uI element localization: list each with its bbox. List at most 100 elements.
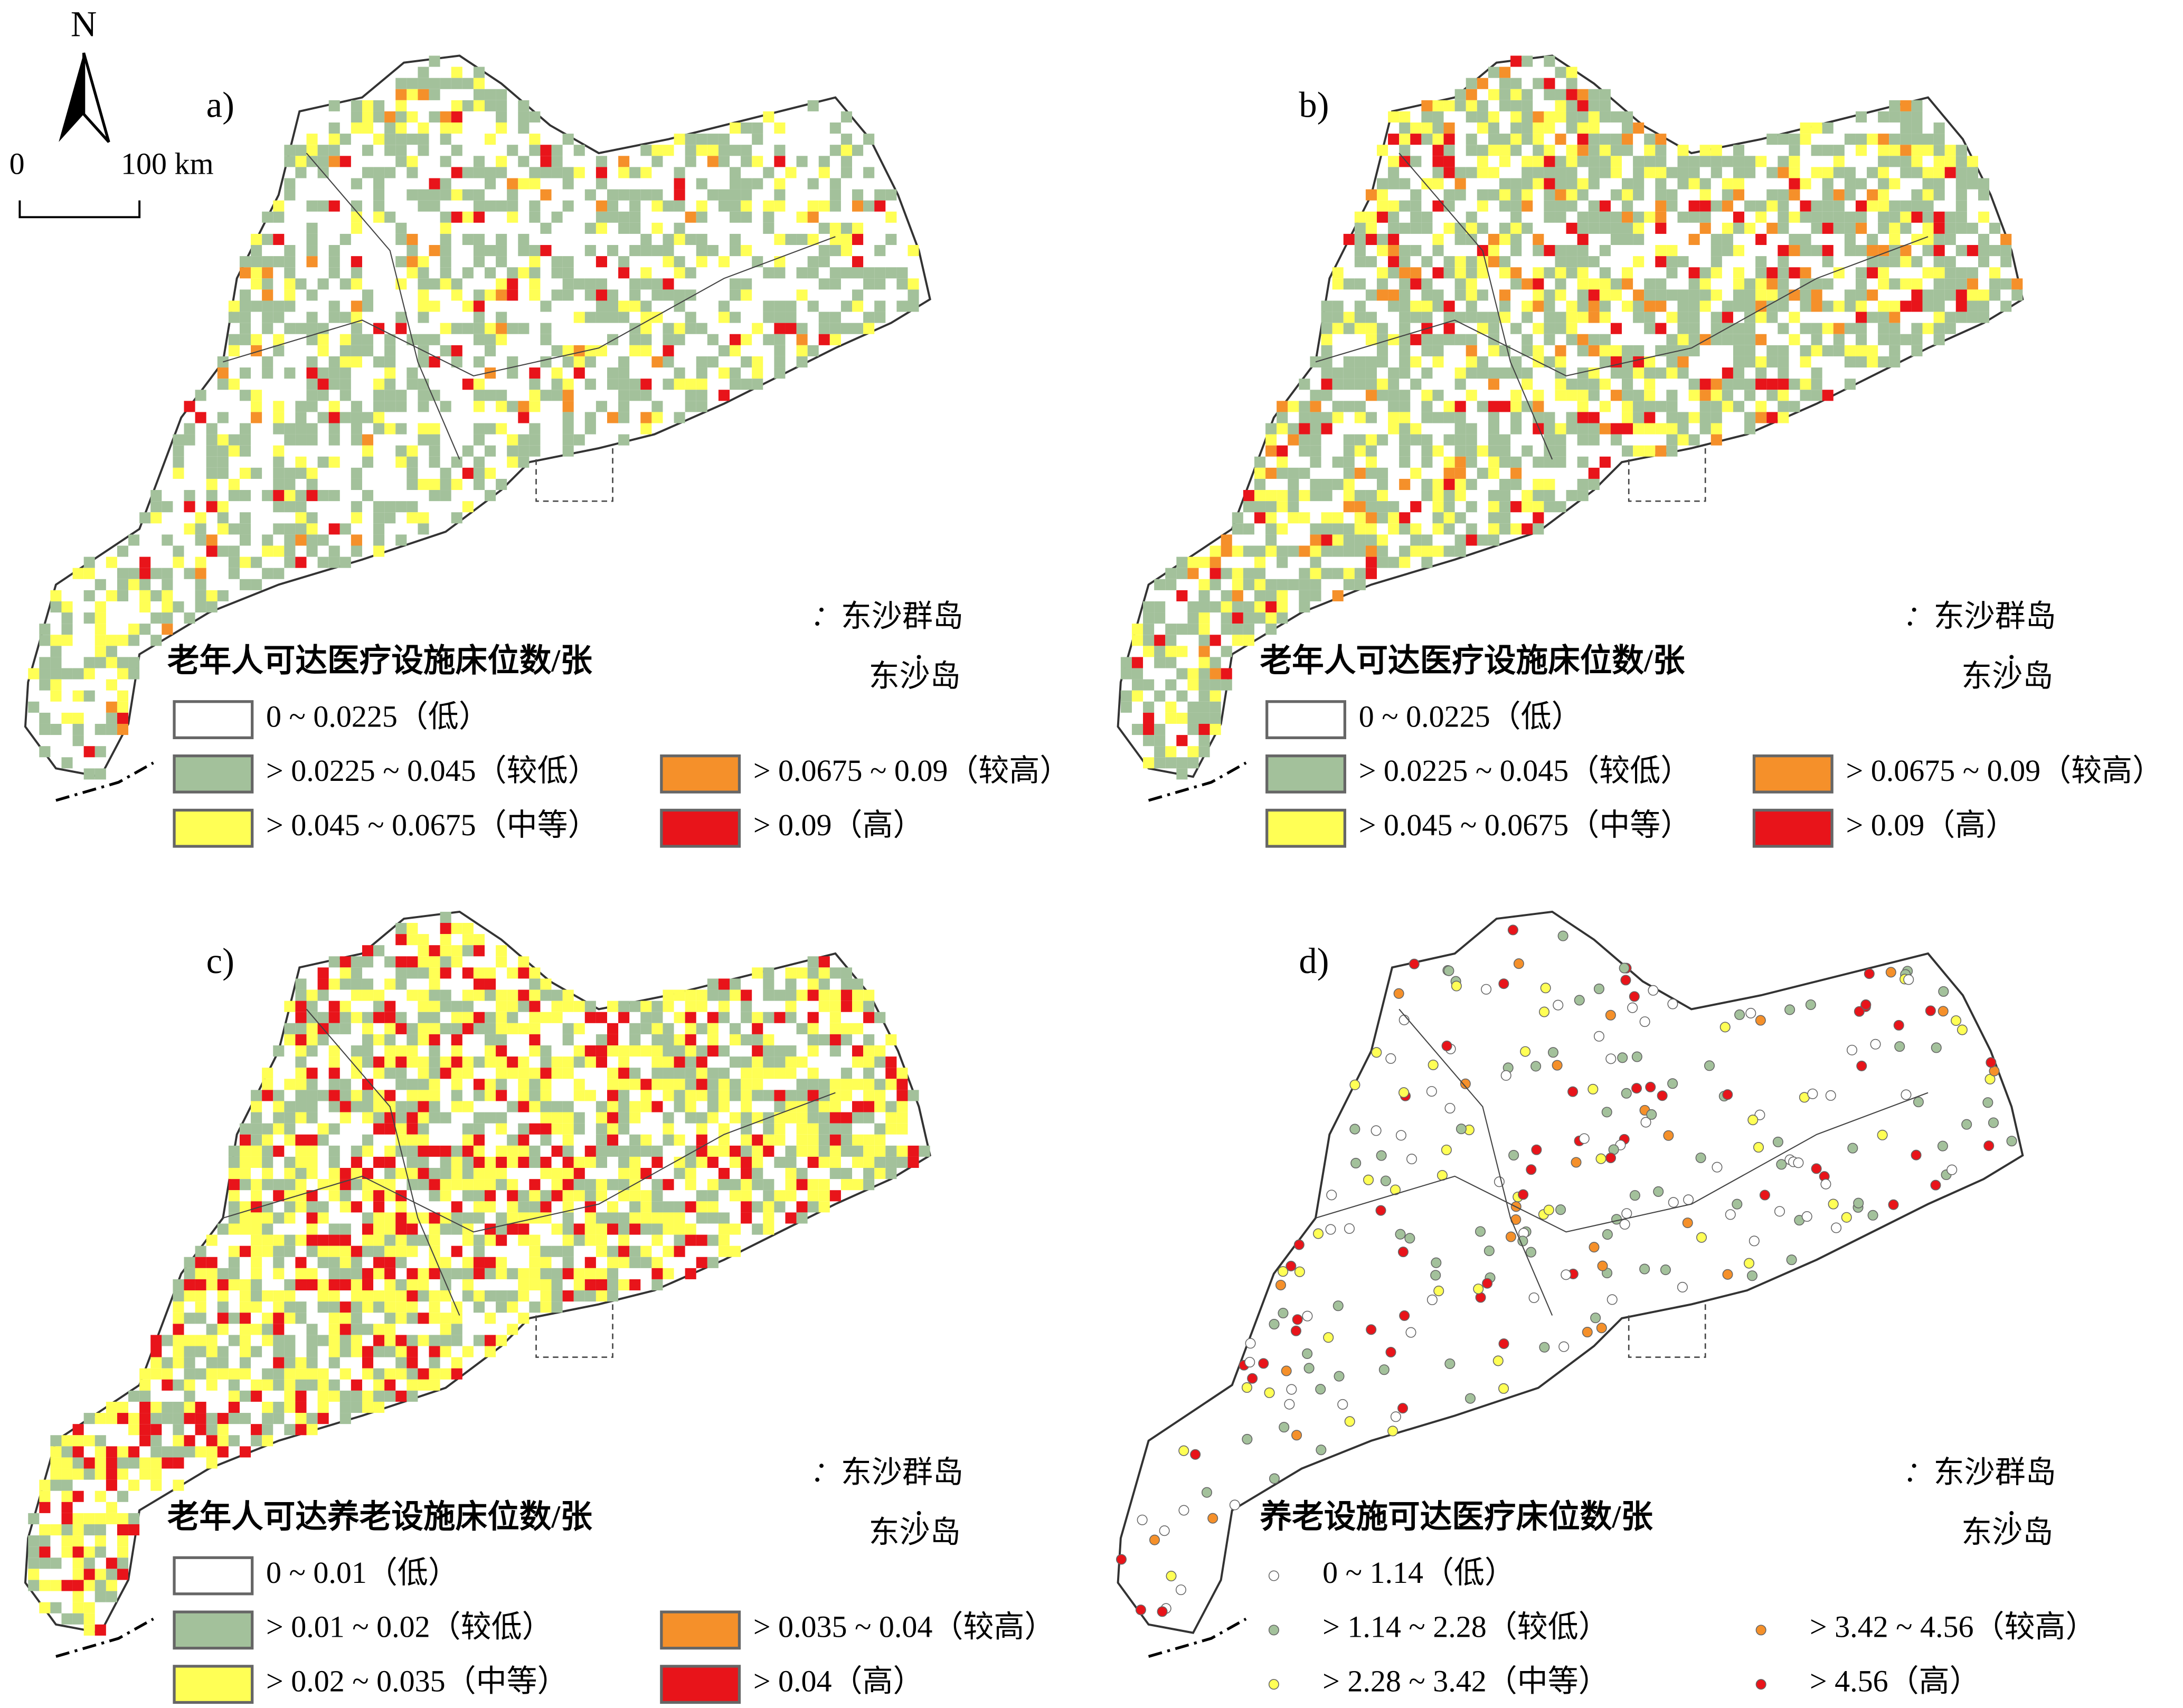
map-cell: [1221, 568, 1232, 579]
map-cell: [518, 989, 530, 1001]
map-cell: [217, 456, 229, 468]
map-cell: [1243, 490, 1254, 502]
map-cell: [228, 1335, 240, 1346]
map-cell: [1321, 534, 1333, 546]
map-cell: [651, 401, 663, 412]
map-cell: [1198, 679, 1210, 691]
map-cell: [629, 278, 641, 290]
map-cell: [473, 289, 485, 301]
map-cell: [373, 1190, 385, 1202]
map-cell: [1933, 267, 1945, 279]
map-cell: [551, 1179, 563, 1191]
map-cell: [730, 367, 741, 379]
map-cell: [429, 945, 440, 957]
map-cell: [1388, 334, 1400, 345]
map-cell: [262, 1123, 273, 1135]
map-cell: [1955, 156, 1967, 167]
map-cell: [328, 1279, 340, 1291]
map-cell: [852, 189, 864, 201]
map-cell: [295, 1234, 307, 1246]
map-cell: [596, 1245, 607, 1257]
map-cell: [1989, 289, 2001, 301]
map-cell: [1466, 167, 1477, 178]
map-cell: [1577, 156, 1589, 167]
map-cell: [429, 1068, 440, 1079]
map-cell: [306, 289, 318, 301]
facility-dot: [1755, 1015, 1766, 1026]
map-cell: [1432, 412, 1444, 423]
map-cell: [373, 412, 385, 423]
map-cell: [217, 467, 229, 479]
map-cell: [39, 1580, 51, 1591]
map-cell: [317, 989, 329, 1001]
map-cell: [128, 1424, 140, 1436]
map-cell: [1198, 668, 1210, 680]
map-cell: [1878, 145, 1889, 156]
map-cell: [1277, 523, 1288, 535]
facility-dot: [1601, 1107, 1612, 1118]
map-cell: [262, 1335, 273, 1346]
map-cell: [518, 122, 530, 134]
map-cell: [584, 356, 596, 368]
map-cell: [473, 1079, 485, 1090]
map-cell: [206, 1257, 218, 1268]
map-cell: [1544, 189, 1555, 201]
map-cell: [1321, 512, 1333, 524]
map-cell: [1855, 222, 1867, 234]
map-cell: [741, 1090, 752, 1101]
map-cell: [61, 1468, 73, 1480]
map-cell: [730, 1079, 741, 1090]
map-cell: [507, 1145, 518, 1157]
map-cell: [440, 1156, 451, 1168]
map-cell: [829, 1045, 841, 1057]
map-cell: [407, 1234, 418, 1246]
map-cell: [818, 323, 830, 334]
map-cell: [896, 1079, 908, 1090]
map-cell: [39, 1524, 51, 1536]
map-cell: [128, 624, 140, 635]
map-cell: [663, 356, 674, 368]
map-cell: [1622, 401, 1633, 412]
map-cell: [551, 367, 563, 379]
map-cell: [1410, 300, 1422, 312]
map-cell: [418, 1212, 429, 1224]
map-cell: [117, 568, 129, 579]
map-cell: [1544, 478, 1555, 490]
facility-dot: [1376, 1150, 1387, 1161]
map-cell: [150, 1468, 162, 1480]
map-cell: [674, 267, 685, 279]
map-cell: [1477, 222, 1488, 234]
map-cell: [173, 1424, 184, 1436]
map-cell: [395, 222, 407, 234]
map-cell: [429, 1223, 440, 1235]
map-cell: [1198, 590, 1210, 601]
map-cell: [696, 1190, 707, 1202]
map-cell: [1544, 423, 1555, 435]
map-cell: [306, 1357, 318, 1369]
map-cell: [1610, 211, 1622, 223]
map-cell: [1277, 545, 1288, 557]
legend-swatch: [1265, 754, 1346, 794]
map-cell: [228, 1390, 240, 1402]
map-cell: [362, 145, 374, 156]
map-cell: [1221, 624, 1232, 635]
map-cell: [228, 1268, 240, 1279]
map-cell: [462, 78, 474, 89]
map-cell: [262, 211, 273, 223]
map-cell: [1789, 211, 1800, 223]
map-cell: [484, 1168, 496, 1179]
map-cell: [1499, 134, 1511, 145]
map-cell: [339, 356, 351, 368]
map-cell: [395, 934, 407, 946]
map-cell: [1655, 278, 1667, 290]
map-cell: [1165, 679, 1177, 691]
map-cell: [1633, 390, 1645, 401]
map-cell: [540, 1156, 552, 1168]
facility-dot: [1431, 1257, 1442, 1268]
map-cell: [1466, 289, 1477, 301]
map-cells: [28, 911, 930, 1636]
map-cell: [328, 156, 340, 167]
legend-label: > 4.56（高）: [1810, 1664, 1980, 1698]
map-cell: [362, 1290, 374, 1302]
map-cell: [418, 312, 429, 323]
